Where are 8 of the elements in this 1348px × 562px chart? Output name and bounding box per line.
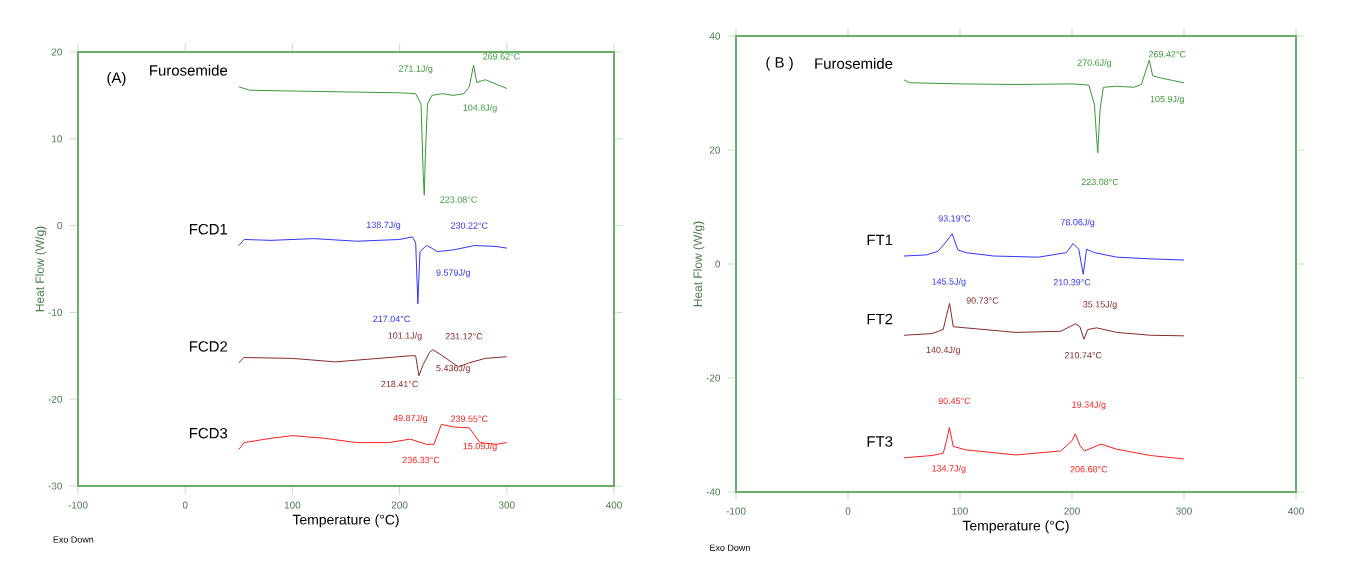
line-series [903,427,1185,460]
line-series [238,64,508,196]
line-series [238,423,508,451]
line-series [903,233,1185,275]
line-series [903,302,1185,340]
line-series [238,236,508,305]
line-series [238,349,508,377]
line-series [903,59,1185,154]
